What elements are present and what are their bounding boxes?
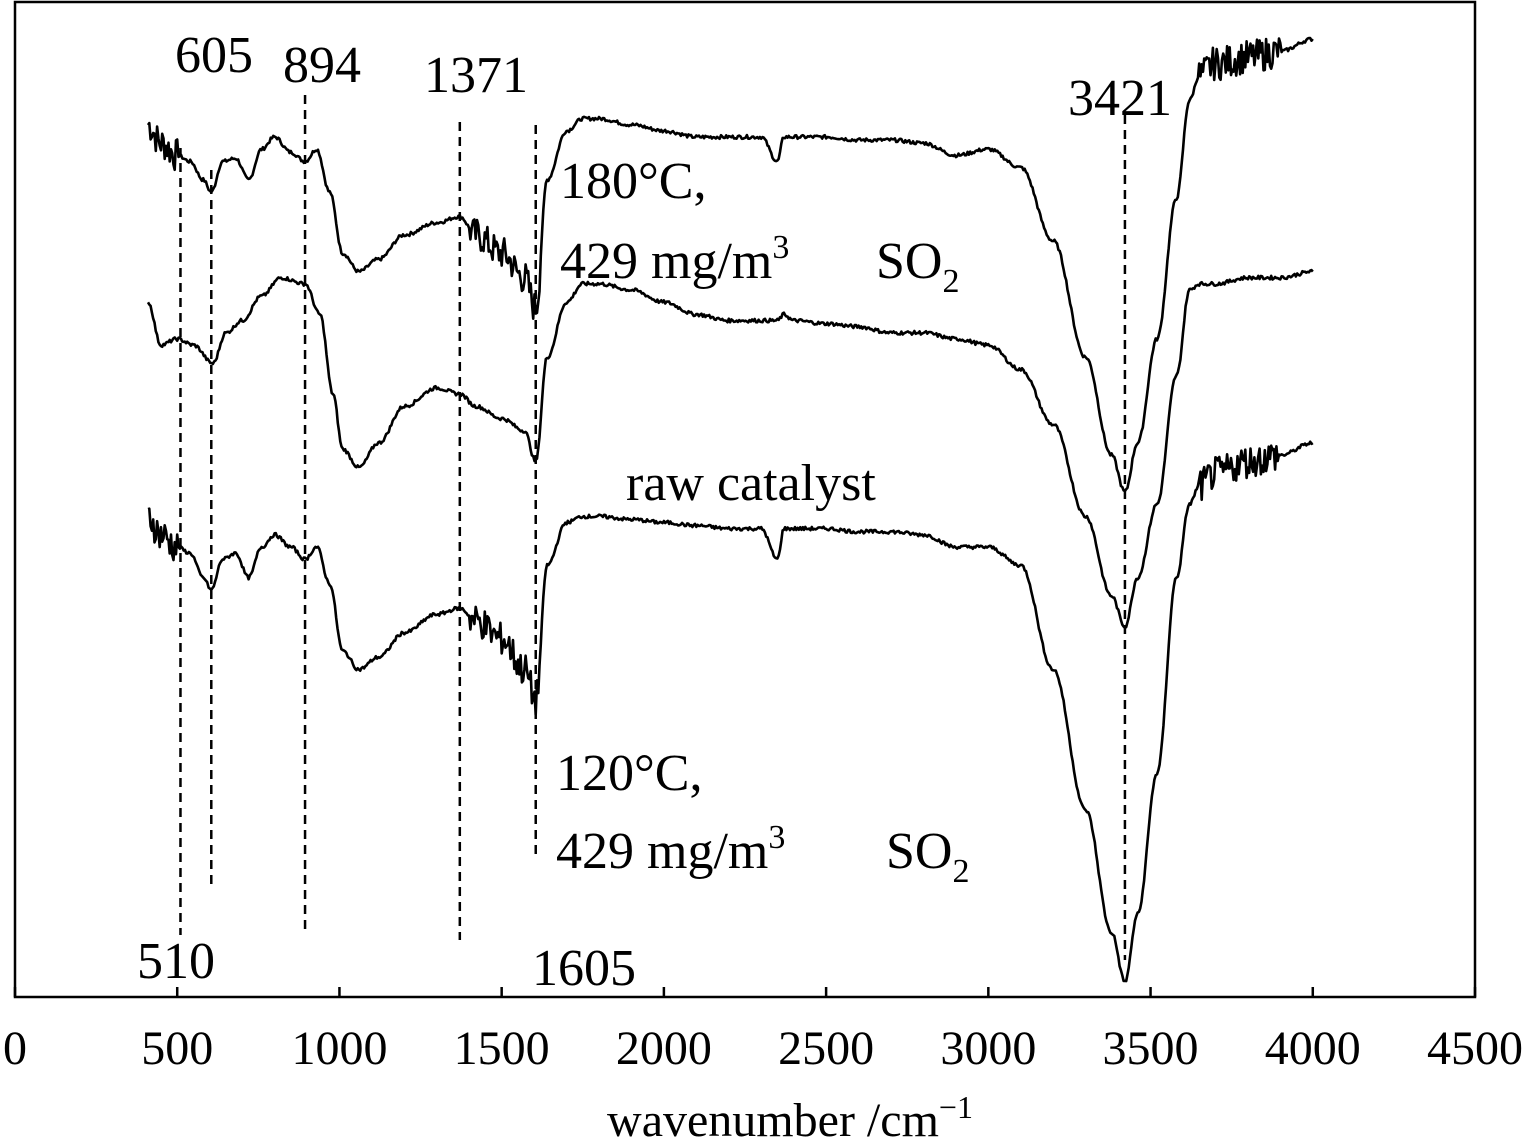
annotation-1-line2: 429 mg/m3 SO2: [560, 229, 959, 300]
peak-label-894: 894: [283, 37, 361, 94]
annotation-3-superscript: 3: [768, 819, 785, 856]
x-axis: 0 500 1000 1500 2000 2500 3000 3500 4000 4500: [3, 987, 1523, 1075]
annotation-2-raw-catalyst: raw catalyst: [626, 455, 876, 512]
peak-label-605: 605: [175, 27, 253, 84]
x-tick-label: 4000: [1265, 1022, 1361, 1075]
annotation-3-concentration: 429 mg/m: [556, 823, 768, 880]
peak-label-510: 510: [137, 933, 215, 990]
x-tick-label: 2000: [616, 1022, 712, 1075]
annotation-3-line1: 120°C,: [556, 745, 702, 802]
annotation-3-subscript: 2: [952, 853, 969, 890]
x-tick-label: 3000: [940, 1022, 1036, 1075]
x-tick-label: 1000: [291, 1022, 387, 1075]
annotation-1-line1: 180°C,: [560, 153, 706, 210]
annotation-1-superscript: 3: [772, 229, 789, 266]
x-axis-title: wavenumber /cm−1: [607, 1089, 973, 1147]
peak-label-1371: 1371: [424, 47, 528, 104]
annotation-1-subscript: 2: [942, 263, 959, 300]
x-axis-title-text: wavenumber /cm: [607, 1094, 939, 1147]
x-tick-label: 1500: [454, 1022, 550, 1075]
spectrum-line-1: [146, 36, 1314, 493]
peak-marker-labels: 510 605 894 1371 1605 3421: [137, 27, 1172, 997]
x-tick-label: 500: [141, 1022, 213, 1075]
spectrum-line-2: [146, 268, 1314, 630]
spectra-series: [146, 36, 1314, 983]
spectrum-line-3: [147, 440, 1314, 983]
peak-label-1605: 1605: [532, 940, 636, 997]
annotation-1-gas: SO: [876, 233, 942, 290]
plot-frame: [13, 0, 1477, 999]
x-tick-label: 2500: [778, 1022, 874, 1075]
annotation-1-concentration: 429 mg/m: [560, 233, 772, 290]
peak-label-3421: 3421: [1068, 70, 1172, 127]
x-tick-label: 4500: [1427, 1022, 1523, 1075]
x-tick-label: 0: [3, 1022, 27, 1075]
x-tick-label: 3500: [1103, 1022, 1199, 1075]
annotation-3-line2: 429 mg/m3 SO2: [556, 819, 969, 890]
x-axis-title-exponent: −1: [939, 1089, 973, 1125]
peak-marker-lines: [179, 95, 1127, 960]
annotation-3-gas: SO: [886, 823, 952, 880]
